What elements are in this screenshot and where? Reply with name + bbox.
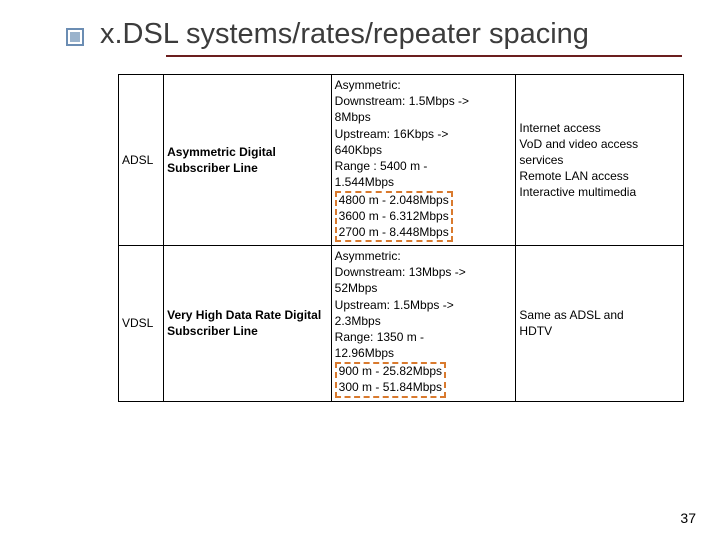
spec-line: 300 m - 51.84Mbps xyxy=(339,380,442,396)
spec-line: 2.3Mbps xyxy=(335,313,513,329)
cell-specs: Asymmetric: Downstream: 1.5Mbps -> 8Mbps… xyxy=(331,75,516,246)
dsl-table-container: ADSL Asymmetric Digital Subscriber Line … xyxy=(118,74,684,402)
title-underline xyxy=(166,55,682,57)
dsl-table: ADSL Asymmetric Digital Subscriber Line … xyxy=(118,74,684,402)
cell-applications: Same as ADSL and HDTV xyxy=(516,246,684,402)
table-row: ADSL Asymmetric Digital Subscriber Line … xyxy=(119,75,684,246)
app-line: Remote LAN access xyxy=(519,168,680,184)
spec-line: Asymmetric: xyxy=(335,77,513,93)
table-row: VDSL Very High Data Rate Digital Subscri… xyxy=(119,246,684,402)
title-bullet-icon xyxy=(66,28,84,46)
spec-line: Range: 1350 m - xyxy=(335,329,513,345)
app-line: Interactive multimedia xyxy=(519,184,680,200)
app-line: Same as ADSL and xyxy=(519,307,680,323)
spec-line: 1.544Mbps xyxy=(335,174,513,190)
spec-line: 2700 m - 8.448Mbps xyxy=(339,225,449,241)
app-line: services xyxy=(519,152,680,168)
cell-fullname: Asymmetric Digital Subscriber Line xyxy=(164,75,332,246)
slide-title-bar: x.DSL systems/rates/repeater spacing xyxy=(0,0,720,63)
app-line: Internet access xyxy=(519,120,680,136)
highlight-box: 900 m - 25.82Mbps 300 m - 51.84Mbps xyxy=(335,362,446,397)
spec-line: Upstream: 16Kbps -> xyxy=(335,126,513,142)
app-line: HDTV xyxy=(519,323,680,339)
spec-line: 8Mbps xyxy=(335,109,513,125)
spec-line: 640Kbps xyxy=(335,142,513,158)
spec-line: Upstream: 1.5Mbps -> xyxy=(335,297,513,313)
highlight-box: 4800 m - 2.048Mbps 3600 m - 6.312Mbps 27… xyxy=(335,191,453,242)
cell-abbr: ADSL xyxy=(119,75,164,246)
spec-line: 4800 m - 2.048Mbps xyxy=(339,193,449,209)
spec-line: Downstream: 1.5Mbps -> xyxy=(335,93,513,109)
slide-title: x.DSL systems/rates/repeater spacing xyxy=(100,18,720,51)
spec-line: Downstream: 13Mbps -> xyxy=(335,264,513,280)
app-line: VoD and video access xyxy=(519,136,680,152)
spec-line: 12.96Mbps xyxy=(335,345,513,361)
spec-line: Asymmetric: xyxy=(335,248,513,264)
cell-fullname: Very High Data Rate Digital Subscriber L… xyxy=(164,246,332,402)
cell-applications: Internet access VoD and video access ser… xyxy=(516,75,684,246)
spec-line: 3600 m - 6.312Mbps xyxy=(339,209,449,225)
page-number: 37 xyxy=(680,510,696,526)
cell-abbr: VDSL xyxy=(119,246,164,402)
spec-line: 900 m - 25.82Mbps xyxy=(339,364,442,380)
cell-specs: Asymmetric: Downstream: 13Mbps -> 52Mbps… xyxy=(331,246,516,402)
spec-line: 52Mbps xyxy=(335,280,513,296)
spec-line: Range : 5400 m - xyxy=(335,158,513,174)
